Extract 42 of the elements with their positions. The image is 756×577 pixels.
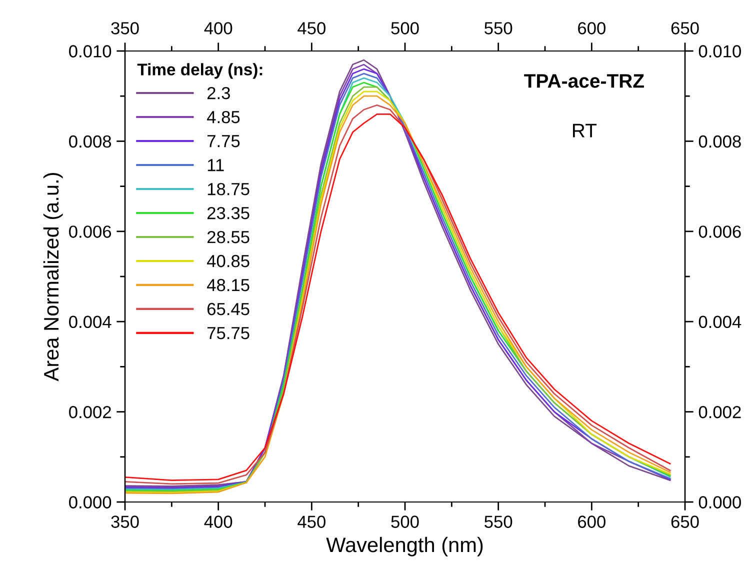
annotation: TPA-ace-TRZ [524,74,644,88]
y-tick-label: 0.002 [69,406,111,418]
x2-tick-label: 400 [204,22,232,34]
x-axis-title: Wavelength (nm) [326,536,483,556]
legend-label: 7.75 [207,135,240,148]
legend-label: 48.15 [206,278,250,292]
x-tick-label: 500 [391,516,419,528]
x-tick-label: 400 [204,516,232,528]
y-tick-label: 0.004 [69,316,112,328]
y2-tick-label: 0.008 [698,135,741,148]
x2-tick-label: 550 [484,22,512,34]
y2-tick-label: 0.010 [698,45,741,58]
legend-label: 40.85 [206,254,250,268]
x-tick-label: 600 [578,516,606,528]
y2-tick-label: 0.004 [698,316,742,328]
legend-label: 28.55 [207,230,250,244]
y-tick-label: 0.000 [69,496,112,508]
x2-tick-label: 500 [391,22,419,34]
annotation: RT [573,124,597,138]
x-tick-label: 650 [671,516,699,528]
y2-tick-label: 0.002 [698,406,741,418]
legend-label: 65.45 [207,302,250,316]
x2-tick-label: 600 [578,22,606,34]
x2-tick-label: 650 [671,22,699,34]
y-tick-label: 0.006 [69,226,112,238]
x-tick-label: 550 [484,516,512,528]
x2-tick-label: 350 [111,22,139,34]
y-axis-title: Area Normalized (a.u.) [43,173,63,382]
y-tick-label: 0.010 [69,45,112,58]
legend-label: 4.85 [206,110,240,124]
legend-label: 11 [208,159,224,172]
x2-tick-label: 450 [298,22,326,34]
legend-label: 2.3 [207,86,230,100]
y2-tick-label: 0.000 [698,496,741,508]
legend-title: Time delay (ns): [137,63,262,79]
y-tick-label: 0.008 [69,135,112,148]
legend-label: 23.35 [207,206,250,220]
legend-label: 18.75 [208,182,250,196]
legend-label: 75.75 [207,327,250,340]
x-tick-label: 450 [298,516,326,528]
x-tick-label: 350 [111,516,139,528]
y2-tick-label: 0.006 [698,226,741,238]
